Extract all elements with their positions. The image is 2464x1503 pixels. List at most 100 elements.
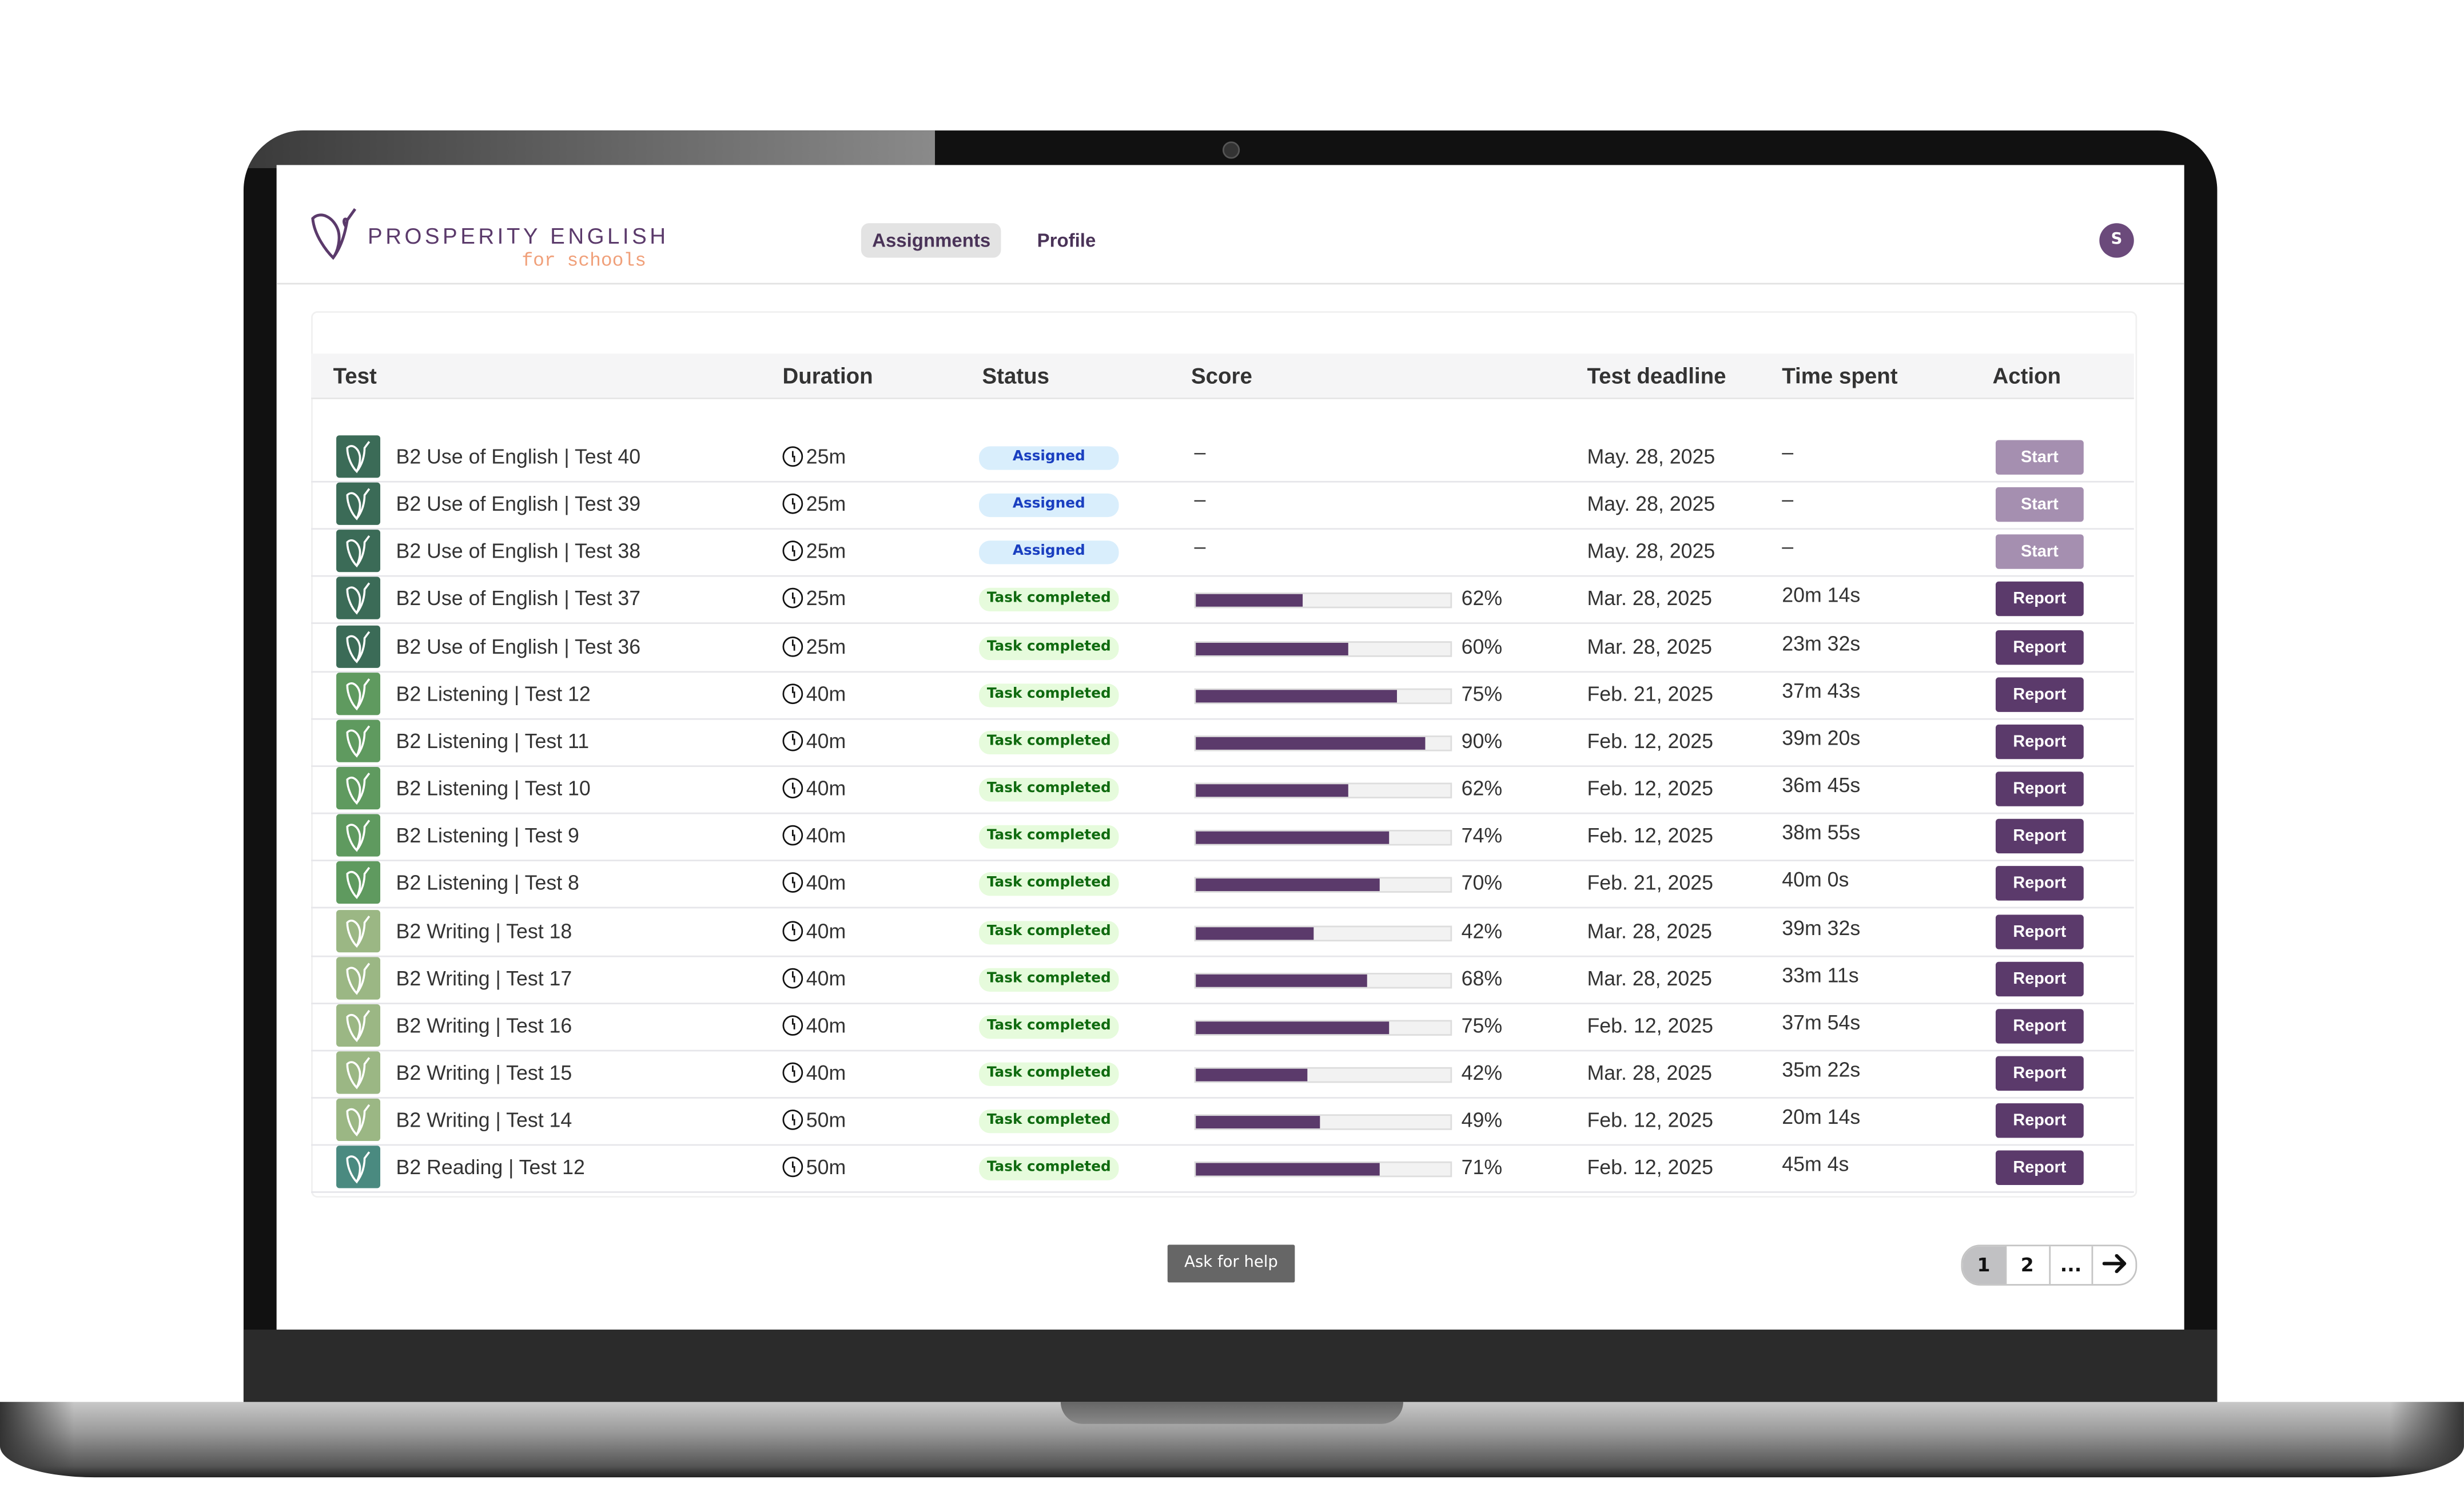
score-percent: 70% bbox=[1461, 871, 1503, 895]
test-type-icon bbox=[336, 530, 381, 573]
score-bar-fill bbox=[1196, 737, 1425, 750]
duration-value: 50m bbox=[806, 1108, 846, 1132]
test-type-icon bbox=[336, 672, 381, 715]
test-name: B2 Writing | Test 18 bbox=[396, 918, 572, 943]
test-deadline: Feb. 12, 2025 bbox=[1587, 1155, 1713, 1179]
clock-icon bbox=[782, 683, 803, 704]
nav-profile[interactable]: Profile bbox=[1037, 229, 1096, 252]
duration: 40m bbox=[782, 765, 846, 812]
report-button[interactable]: Report bbox=[1995, 961, 2084, 996]
time-spent: 33m 11s bbox=[1782, 963, 1859, 987]
score-percent: 42% bbox=[1461, 1060, 1503, 1084]
duration: 25m bbox=[782, 528, 846, 575]
pagination: 1 2 ... bbox=[1961, 1244, 2137, 1286]
report-button[interactable]: Report bbox=[1995, 1151, 2084, 1186]
test-deadline: Feb. 12, 2025 bbox=[1587, 729, 1713, 753]
score-bar-fill bbox=[1196, 594, 1303, 607]
bezel-bottom bbox=[243, 1329, 2218, 1402]
duration-value: 25m bbox=[806, 492, 846, 516]
score-bar-fill bbox=[1196, 689, 1397, 702]
status-badge: Assigned bbox=[979, 494, 1119, 518]
test-name: B2 Writing | Test 15 bbox=[396, 1060, 572, 1084]
start-button[interactable]: Start bbox=[1995, 487, 2084, 522]
test-type-icon bbox=[336, 483, 381, 526]
duration-value: 40m bbox=[806, 966, 846, 990]
assignments-card bbox=[311, 311, 2137, 1198]
report-button[interactable]: Report bbox=[1995, 677, 2084, 712]
logo-bird-icon bbox=[311, 208, 357, 260]
score-bar bbox=[1194, 877, 1452, 893]
test-deadline: May. 28, 2025 bbox=[1587, 492, 1715, 516]
report-button[interactable]: Report bbox=[1995, 1103, 2084, 1138]
duration-value: 25m bbox=[806, 587, 846, 611]
test-name: B2 Writing | Test 14 bbox=[396, 1108, 572, 1132]
clock-icon bbox=[782, 825, 803, 846]
brand-name-light: ENGLISH bbox=[550, 223, 669, 249]
status-badge: Assigned bbox=[979, 541, 1119, 565]
report-button[interactable]: Report bbox=[1995, 866, 2084, 901]
duration: 40m bbox=[782, 955, 846, 1002]
avatar[interactable]: S bbox=[2099, 223, 2134, 258]
table-row: B2 Use of English | Test 40 25m Assigned – M… bbox=[311, 434, 2134, 483]
duration: 50m bbox=[782, 1144, 846, 1191]
report-button[interactable]: Report bbox=[1995, 913, 2084, 949]
score-bar bbox=[1194, 641, 1452, 657]
score-empty: – bbox=[1194, 440, 1206, 464]
score-bar bbox=[1194, 1019, 1452, 1036]
score-bar-fill bbox=[1196, 879, 1379, 892]
page-2-button[interactable]: 2 bbox=[2007, 1246, 2050, 1285]
score-percent: 62% bbox=[1461, 587, 1503, 611]
test-type-icon bbox=[336, 435, 381, 478]
status-badge: Task completed bbox=[979, 730, 1119, 754]
header-duration: Duration bbox=[782, 363, 873, 388]
test-name: B2 Listening | Test 8 bbox=[396, 871, 579, 895]
test-name: B2 Use of English | Test 39 bbox=[396, 492, 641, 516]
report-button[interactable]: Report bbox=[1995, 819, 2084, 854]
duration: 50m bbox=[782, 1097, 846, 1144]
nav-assignments[interactable]: Assignments bbox=[861, 223, 1002, 258]
test-type-icon bbox=[336, 577, 381, 620]
duration-value: 40m bbox=[806, 871, 846, 895]
brand-tagline: for schools bbox=[522, 249, 647, 272]
duration: 40m bbox=[782, 1049, 846, 1096]
score-empty: – bbox=[1194, 535, 1206, 559]
start-button[interactable]: Start bbox=[1995, 535, 2084, 570]
header-time-spent: Time spent bbox=[1782, 363, 1898, 388]
screen: PROSPERITY ENGLISH for schools Assignmen… bbox=[276, 165, 2184, 1330]
test-deadline: Feb. 12, 2025 bbox=[1587, 824, 1713, 848]
test-type-icon bbox=[336, 1146, 381, 1189]
report-button[interactable]: Report bbox=[1995, 1008, 2084, 1044]
page-1-button[interactable]: 1 bbox=[1963, 1246, 2007, 1285]
time-spent: 35m 22s bbox=[1782, 1057, 1861, 1081]
report-button[interactable]: Report bbox=[1995, 1056, 2084, 1091]
header-status: Status bbox=[982, 363, 1050, 388]
status-badge: Task completed bbox=[979, 1062, 1119, 1086]
duration: 40m bbox=[782, 860, 846, 907]
report-button[interactable]: Report bbox=[1995, 772, 2084, 806]
test-name: B2 Use of English | Test 36 bbox=[396, 634, 641, 658]
brand-name: PROSPERITY ENGLISH bbox=[368, 223, 669, 248]
next-page-button[interactable] bbox=[2093, 1246, 2136, 1284]
duration: 25m bbox=[782, 434, 846, 480]
table-row: B2 Listening | Test 12 40m Task completed 7… bbox=[311, 671, 2134, 719]
time-spent: – bbox=[1782, 535, 1794, 559]
page-ellipsis[interactable]: ... bbox=[2050, 1246, 2094, 1285]
duration-value: 40m bbox=[806, 681, 846, 706]
test-name: B2 Use of English | Test 40 bbox=[396, 444, 641, 468]
duration-value: 40m bbox=[806, 918, 846, 943]
table-row: B2 Writing | Test 14 50m Task completed 49%… bbox=[311, 1097, 2134, 1146]
clock-icon bbox=[782, 588, 803, 609]
ask-for-help-button[interactable]: Ask for help bbox=[1167, 1244, 1295, 1283]
start-button[interactable]: Start bbox=[1995, 440, 2084, 475]
report-button[interactable]: Report bbox=[1995, 582, 2084, 617]
test-deadline: Feb. 21, 2025 bbox=[1587, 871, 1713, 895]
header: PROSPERITY ENGLISH for schools Assignmen… bbox=[276, 165, 2184, 285]
report-button[interactable]: Report bbox=[1995, 629, 2084, 665]
header-test: Test bbox=[333, 363, 377, 388]
arrow-right-icon bbox=[2101, 1254, 2126, 1274]
score-bar bbox=[1194, 830, 1452, 846]
duration-value: 50m bbox=[806, 1155, 846, 1179]
report-button[interactable]: Report bbox=[1995, 724, 2084, 759]
score-bar bbox=[1194, 1067, 1452, 1083]
score-empty: – bbox=[1194, 487, 1206, 511]
